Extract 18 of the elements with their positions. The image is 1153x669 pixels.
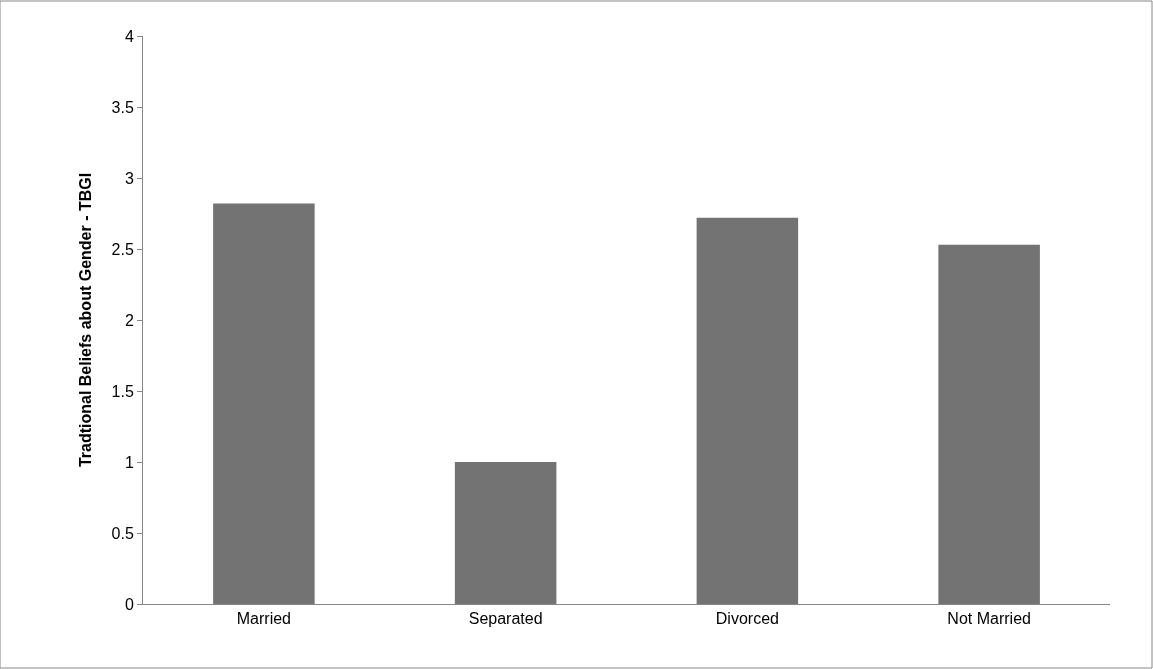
bar <box>938 244 1040 604</box>
y-tick-label: 3 <box>124 169 134 187</box>
x-tick-label: Divorced <box>715 610 779 628</box>
y-tick-label: 2 <box>124 311 134 329</box>
y-tick-label: 2.5 <box>111 240 134 258</box>
bar <box>213 203 315 604</box>
y-tick-label: 0.5 <box>111 524 134 542</box>
bar <box>454 462 557 604</box>
x-tick-label: Separated <box>468 610 543 628</box>
y-tick-label: 4 <box>124 27 134 45</box>
bar <box>696 217 799 604</box>
y-tick-label: 1.5 <box>111 382 134 400</box>
y-tick-label: 3.5 <box>111 98 134 116</box>
y-tick-label: 0 <box>124 595 134 613</box>
x-tick-label: Married <box>236 610 291 628</box>
x-tick-label: Not Married <box>947 610 1031 628</box>
y-tick-label: 1 <box>124 453 134 471</box>
y-axis-title: Tradtional Beliefs about Gender - TBGI <box>77 172 95 468</box>
